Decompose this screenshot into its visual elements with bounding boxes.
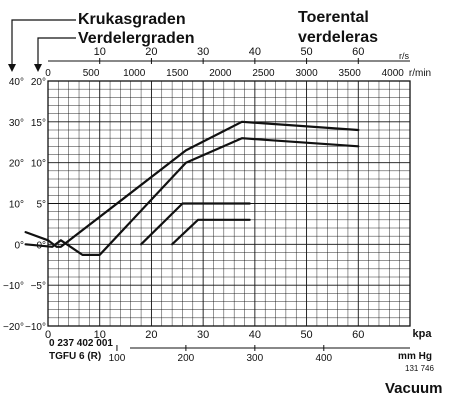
title-distributor-shaft: verdeleras [298,29,378,46]
centrifugal-advance-curve-2 [24,137,360,256]
distributor-degree-tick-labels: 20°15°10°5°0°−5°−10° [25,77,46,333]
rpm-tick-label: 2500 [252,68,275,79]
mmhg-tick-label: 100 [109,353,126,364]
kpa-tick-label: 10 [94,329,106,341]
kpa-tick-label: 0 [45,329,51,341]
rps-tick-label: 40 [249,46,261,58]
rpm-tick-label: 3500 [339,68,362,79]
rps-tick-label: 50 [300,46,312,58]
rps-tick-label: 10 [94,46,106,58]
rps-tick-label: 60 [352,46,364,58]
title-speed: Toerental [298,9,369,26]
plot-frame [47,80,411,327]
part-model: TGFU 6 (R) [49,351,101,362]
crank-scale-arrowhead [8,64,16,72]
distributor-degree-tick-label: 15° [31,118,46,129]
mmhg-tick-labels: 100 200 300 400 [109,345,333,364]
vacuum-advance-curve-4 [171,218,251,246]
crank-degree-tick-label: 30° [9,118,24,129]
part-code: 0 237 402 001 [49,338,113,349]
distributor-scale-pointer [37,37,76,70]
kpa-unit: kpa [413,328,433,340]
distributor-degree-tick-label: 20° [31,77,46,88]
rpm-tick-label: 1000 [123,68,146,79]
distributor-degree-tick-label: −5° [31,281,46,292]
advance-curves [24,120,360,256]
title-distributor-degrees: Verdelergraden [78,30,195,47]
centrifugal-advance-curve-1 [24,120,360,248]
rps-tick-label: 20 [145,46,157,58]
mmhg-unit: mm Hg [398,351,432,362]
mmhg-tick-label: 200 [178,353,195,364]
rpm-tick-label: 4000 [382,68,405,79]
rpm-tick-label: 2000 [209,68,232,79]
distributor-degree-tick-label: −10° [25,322,46,333]
rpm-tick-label: 1500 [166,68,189,79]
crank-degree-tick-label: 40° [9,77,24,88]
rpm-tick-label: 500 [83,68,100,79]
kpa-tick-label: 30 [197,329,209,341]
rpm-tick-label: 0 [45,68,51,79]
kpa-tick-labels: 0 10 20 30 40 50 60 [45,329,364,341]
crank-degree-tick-label: 0° [14,240,24,251]
crank-degree-tick-labels: 40° 30° 20° 10° 0° −10° −20° [3,77,24,333]
kpa-tick-label: 20 [145,329,157,341]
mmhg-tick-label: 300 [246,353,263,364]
distributor-scale-arrowhead [34,64,42,72]
rps-tick-label: 30 [197,46,209,58]
crank-degree-tick-label: 20° [9,159,24,170]
distributor-degree-tick-label: 10° [31,159,46,170]
crank-degree-tick-label: −10° [3,281,24,292]
vacuum-label: Vacuum [385,380,443,397]
rps-unit: r/s [399,51,409,61]
crank-scale-pointer [11,19,76,70]
rpm-tick-label: 3000 [295,68,318,79]
kpa-tick-label: 40 [249,329,261,341]
figure-number: 131 746 [405,364,434,373]
kpa-tick-label: 60 [352,329,364,341]
crank-degree-tick-label: −20° [3,322,24,333]
vacuum-advance-curve-3 [140,202,251,246]
crank-degree-tick-label: 10° [9,200,24,211]
rpm-tick-labels: 0 500 1000 1500 2000 2500 3000 3500 4000 [45,68,404,79]
mmhg-tick-label: 400 [315,353,332,364]
rpm-unit: r/min [409,68,431,79]
title-crank-degrees: Krukasgraden [78,11,186,28]
kpa-tick-label: 50 [300,329,312,341]
distributor-degree-tick-label: 5° [36,200,46,211]
rps-tick-labels: 10 20 30 40 50 60 [94,46,364,64]
